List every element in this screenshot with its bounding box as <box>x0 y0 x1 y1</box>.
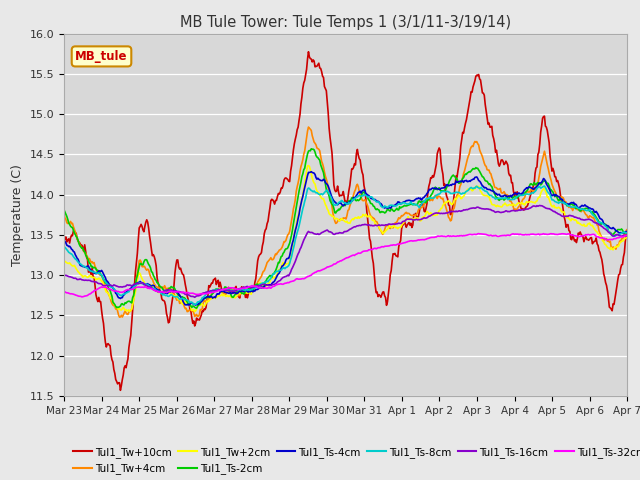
Line: Tul1_Tw+2cm: Tul1_Tw+2cm <box>64 166 627 312</box>
Line: Tul1_Tw+4cm: Tul1_Tw+4cm <box>64 127 627 317</box>
Tul1_Tw+10cm <box>116 387 124 393</box>
Tul1_Ts-32cm <box>623 232 631 238</box>
Tul1_Ts-4cm <box>623 228 631 234</box>
Tul1_Ts-2cm <box>193 305 200 311</box>
Tul1_Ts-4cm <box>206 294 214 300</box>
Tul1_Tw+10cm <box>486 124 494 130</box>
Tul1_Ts-32cm <box>486 232 494 238</box>
Tul1_Ts-16cm <box>485 206 493 212</box>
Tul1_Tw+4cm <box>116 314 124 320</box>
Tul1_Ts-16cm <box>393 221 401 227</box>
Tul1_Ts-16cm <box>160 288 168 294</box>
Tul1_Ts-32cm <box>393 242 401 248</box>
Tul1_Ts-8cm <box>393 203 401 208</box>
Tul1_Tw+10cm <box>623 228 631 233</box>
Tul1_Ts-8cm <box>160 292 168 298</box>
Tul1_Ts-8cm <box>190 301 198 307</box>
Tul1_Tw+2cm <box>161 290 168 296</box>
Tul1_Tw+10cm <box>394 254 402 260</box>
Tul1_Tw+4cm <box>317 154 324 159</box>
Tul1_Ts-32cm <box>60 289 68 295</box>
Tul1_Ts-2cm <box>307 146 315 152</box>
Tul1_Ts-16cm <box>437 210 445 216</box>
Tul1_Tw+4cm <box>394 217 402 223</box>
Tul1_Ts-2cm <box>394 207 402 213</box>
Line: Tul1_Ts-16cm: Tul1_Ts-16cm <box>64 205 627 297</box>
Tul1_Tw+10cm <box>60 237 68 243</box>
Tul1_Tw+10cm <box>438 167 446 172</box>
Tul1_Tw+10cm <box>317 66 324 72</box>
Tul1_Ts-16cm <box>623 233 631 239</box>
Tul1_Tw+2cm <box>305 163 312 168</box>
Tul1_Ts-8cm <box>316 192 324 197</box>
Line: Tul1_Ts-2cm: Tul1_Ts-2cm <box>64 149 627 308</box>
Tul1_Tw+4cm <box>305 124 312 130</box>
Tul1_Ts-2cm <box>623 229 631 235</box>
Tul1_Ts-16cm <box>316 231 324 237</box>
Tul1_Ts-2cm <box>486 181 494 187</box>
Tul1_Tw+4cm <box>623 227 631 232</box>
Tul1_Tw+2cm <box>206 297 214 302</box>
Legend: Tul1_Tw+10cm, Tul1_Tw+4cm, Tul1_Tw+2cm, Tul1_Ts-2cm, Tul1_Ts-4cm, Tul1_Ts-8cm, T: Tul1_Tw+10cm, Tul1_Tw+4cm, Tul1_Tw+2cm, … <box>69 443 640 478</box>
Tul1_Ts-32cm <box>161 289 168 295</box>
Tul1_Ts-4cm <box>60 237 68 243</box>
Tul1_Tw+2cm <box>438 205 446 211</box>
Tul1_Ts-16cm <box>536 203 543 208</box>
Tul1_Ts-4cm <box>394 199 402 205</box>
Tul1_Ts-2cm <box>160 287 168 293</box>
Tul1_Tw+10cm <box>161 299 168 304</box>
Line: Tul1_Ts-32cm: Tul1_Ts-32cm <box>64 234 627 297</box>
Tul1_Ts-2cm <box>317 162 324 168</box>
Tul1_Ts-4cm <box>486 187 494 192</box>
Line: Tul1_Ts-4cm: Tul1_Ts-4cm <box>64 172 627 305</box>
Tul1_Ts-4cm <box>307 169 315 175</box>
Tul1_Tw+2cm <box>486 197 494 203</box>
Tul1_Tw+10cm <box>206 284 214 290</box>
Tul1_Ts-4cm <box>185 302 193 308</box>
Tul1_Tw+2cm <box>60 258 68 264</box>
Tul1_Ts-4cm <box>160 290 168 296</box>
Tul1_Tw+2cm <box>394 226 402 232</box>
Tul1_Tw+4cm <box>161 283 168 288</box>
Tul1_Ts-8cm <box>623 230 631 236</box>
Tul1_Ts-16cm <box>191 294 198 300</box>
Tul1_Ts-8cm <box>541 183 548 189</box>
Tul1_Ts-2cm <box>60 207 68 213</box>
Tul1_Ts-8cm <box>206 288 214 294</box>
Text: MB_tule: MB_tule <box>76 50 128 63</box>
Tul1_Ts-32cm <box>437 233 445 239</box>
Tul1_Ts-16cm <box>60 273 68 278</box>
Tul1_Tw+2cm <box>317 194 324 200</box>
Tul1_Tw+4cm <box>60 211 68 217</box>
Tul1_Tw+2cm <box>126 309 134 314</box>
Line: Tul1_Tw+10cm: Tul1_Tw+10cm <box>64 52 627 390</box>
Title: MB Tule Tower: Tule Temps 1 (3/1/11-3/19/14): MB Tule Tower: Tule Temps 1 (3/1/11-3/19… <box>180 15 511 30</box>
Tul1_Ts-4cm <box>317 178 324 183</box>
Tul1_Ts-16cm <box>206 288 214 294</box>
Line: Tul1_Ts-8cm: Tul1_Ts-8cm <box>64 186 627 304</box>
Tul1_Ts-8cm <box>60 244 68 250</box>
Tul1_Ts-2cm <box>438 188 446 193</box>
Tul1_Tw+10cm <box>305 49 312 55</box>
Tul1_Ts-32cm <box>316 268 324 274</box>
Tul1_Ts-32cm <box>78 294 86 300</box>
Tul1_Ts-8cm <box>485 192 493 198</box>
Tul1_Tw+2cm <box>623 234 631 240</box>
Tul1_Tw+4cm <box>438 196 446 202</box>
Tul1_Ts-32cm <box>475 231 483 237</box>
Tul1_Ts-8cm <box>437 189 445 195</box>
Tul1_Ts-2cm <box>206 293 214 299</box>
Tul1_Tw+4cm <box>206 296 214 302</box>
Tul1_Tw+4cm <box>486 170 494 176</box>
Tul1_Ts-32cm <box>206 290 214 296</box>
Y-axis label: Temperature (C): Temperature (C) <box>11 164 24 266</box>
Tul1_Ts-4cm <box>438 185 446 191</box>
